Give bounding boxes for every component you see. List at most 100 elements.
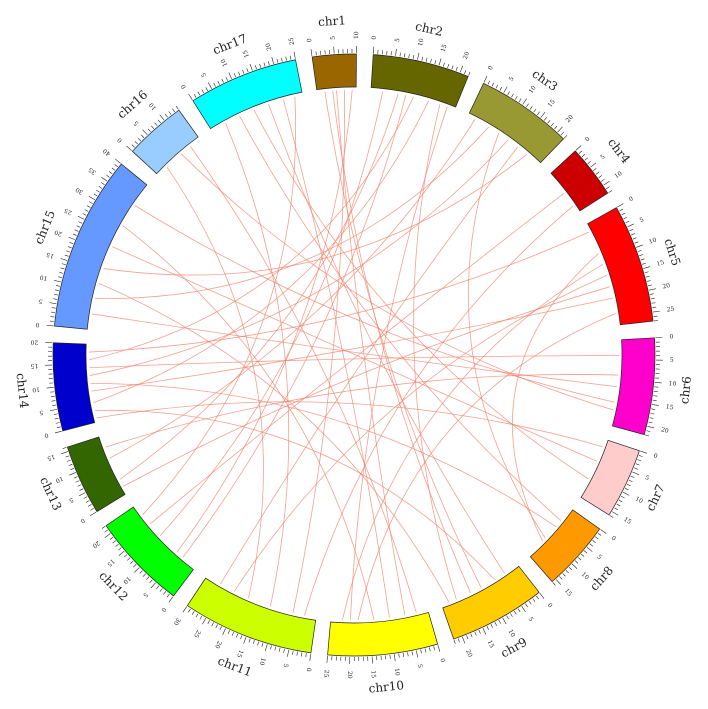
chr13-tick (73, 476, 78, 479)
chr13-tick (87, 504, 92, 507)
chr14-tick-label: 5 (39, 408, 44, 416)
chr15-tick (108, 171, 113, 175)
chr3-tick (518, 98, 522, 103)
chr5-tick (623, 216, 628, 220)
chr10-segment (327, 612, 439, 657)
chr12-tick (168, 596, 174, 603)
chr17-tick (188, 93, 193, 101)
chr11-tick (278, 647, 281, 652)
chr2-tick (395, 48, 397, 56)
link-41 (253, 109, 589, 480)
chr11-tick (236, 633, 239, 638)
chr6-tick (653, 395, 658, 397)
chr17-tick (293, 51, 296, 59)
chr11-tick (243, 636, 247, 644)
chr2-tick (459, 65, 463, 73)
chr1-segment (311, 53, 357, 91)
link-19 (89, 355, 619, 369)
chr17-tick (276, 58, 279, 63)
chr5-tick (646, 280, 651, 282)
chr13-tick (83, 496, 88, 499)
chr15-tick-label: 10 (39, 273, 48, 282)
chr17-tick (233, 73, 237, 78)
chr6-tick-label: 15 (665, 403, 674, 411)
link-17 (91, 297, 613, 392)
link-29 (225, 123, 290, 607)
chr17-tick (228, 72, 232, 80)
chr3-tick (550, 122, 554, 127)
chr4-tick (581, 154, 586, 158)
chr15-tick (72, 233, 77, 236)
chr4-label: chr4 (605, 136, 633, 167)
chr8-tick (589, 543, 594, 547)
chr10-ideogram-group: 0 5 10 15 20 25 chr10 (322, 612, 446, 696)
chr5-tick (634, 241, 639, 244)
chr8-tick (597, 532, 602, 536)
chr11-tick-label: 0 (305, 667, 313, 672)
link-4 (176, 89, 353, 553)
chr17-tick (213, 82, 216, 87)
chr14-tick-label: 15 (30, 362, 38, 369)
chr3-tick (514, 96, 518, 100)
chr14-tick (54, 417, 59, 420)
chr2-tick-label: 5 (394, 38, 401, 43)
chr13-tick (75, 480, 80, 483)
chr12-tick (166, 593, 170, 598)
chr12-tick (127, 557, 131, 561)
chr1-tick-label: 10 (353, 31, 360, 39)
chr14-tick (56, 426, 61, 429)
chr6-tick (652, 399, 657, 401)
chr13-tick-label: 5 (68, 496, 75, 504)
chr11-tick (264, 644, 268, 652)
chr17-tick (255, 65, 257, 70)
link-39 (166, 166, 264, 599)
chr10-tick-label: 25 (322, 669, 330, 677)
chr15-tick (111, 167, 116, 171)
chr15-tick (61, 263, 66, 266)
chr14-tick (52, 404, 57, 406)
chr10-tick (433, 646, 435, 651)
chr11-tick-label: 20 (213, 640, 223, 650)
chr15-label: chr15 (32, 208, 58, 246)
chr5-tick (627, 223, 634, 228)
chr12-tick (133, 564, 137, 568)
chr5-tick-label: 15 (656, 259, 665, 268)
chr7-tick (624, 487, 629, 491)
chr2-tick (404, 53, 406, 58)
chr17-tick-label: 10 (220, 58, 230, 68)
chr3-tick (487, 80, 491, 85)
chr7-tick (620, 495, 625, 499)
chr5-tick (649, 293, 654, 295)
chr7-tick (634, 467, 638, 470)
chr6-tick (647, 426, 655, 429)
chr15-tick (101, 182, 105, 186)
chr12-tick-label: 20 (91, 539, 101, 549)
chr9-label: chr9 (498, 635, 529, 661)
chr12-tick (139, 570, 143, 574)
chr2-tick (455, 66, 458, 71)
chr5-tick (631, 233, 635, 236)
chr7-tick-label: 5 (644, 474, 650, 482)
chr3-tick-label: 5 (508, 75, 516, 82)
chr5-tick (637, 249, 642, 252)
chr3-tick (554, 125, 558, 130)
chr10-tick (407, 652, 409, 657)
chr15-tick-label: 15 (45, 250, 55, 259)
chr14-label: chr14 (14, 372, 32, 409)
chr12-tick (142, 573, 146, 577)
chr11-tick-label: 10 (258, 657, 267, 666)
chr7-tick (632, 471, 640, 475)
chr8-tick (595, 536, 599, 540)
chr2-tick (408, 54, 410, 59)
chr12-tick (159, 588, 163, 592)
chr16-segment (131, 109, 199, 175)
chr9-tick (510, 613, 513, 617)
chr2-tick (417, 52, 420, 60)
chr11-ideogram-group: 0 5 10 15 20 25 30 chr11 (172, 577, 317, 679)
chr17-tick (259, 63, 262, 68)
links-layer (88, 89, 619, 621)
chr5-tick-label: 10 (648, 236, 658, 245)
link-21 (181, 153, 614, 411)
chr15-tick (55, 285, 60, 287)
